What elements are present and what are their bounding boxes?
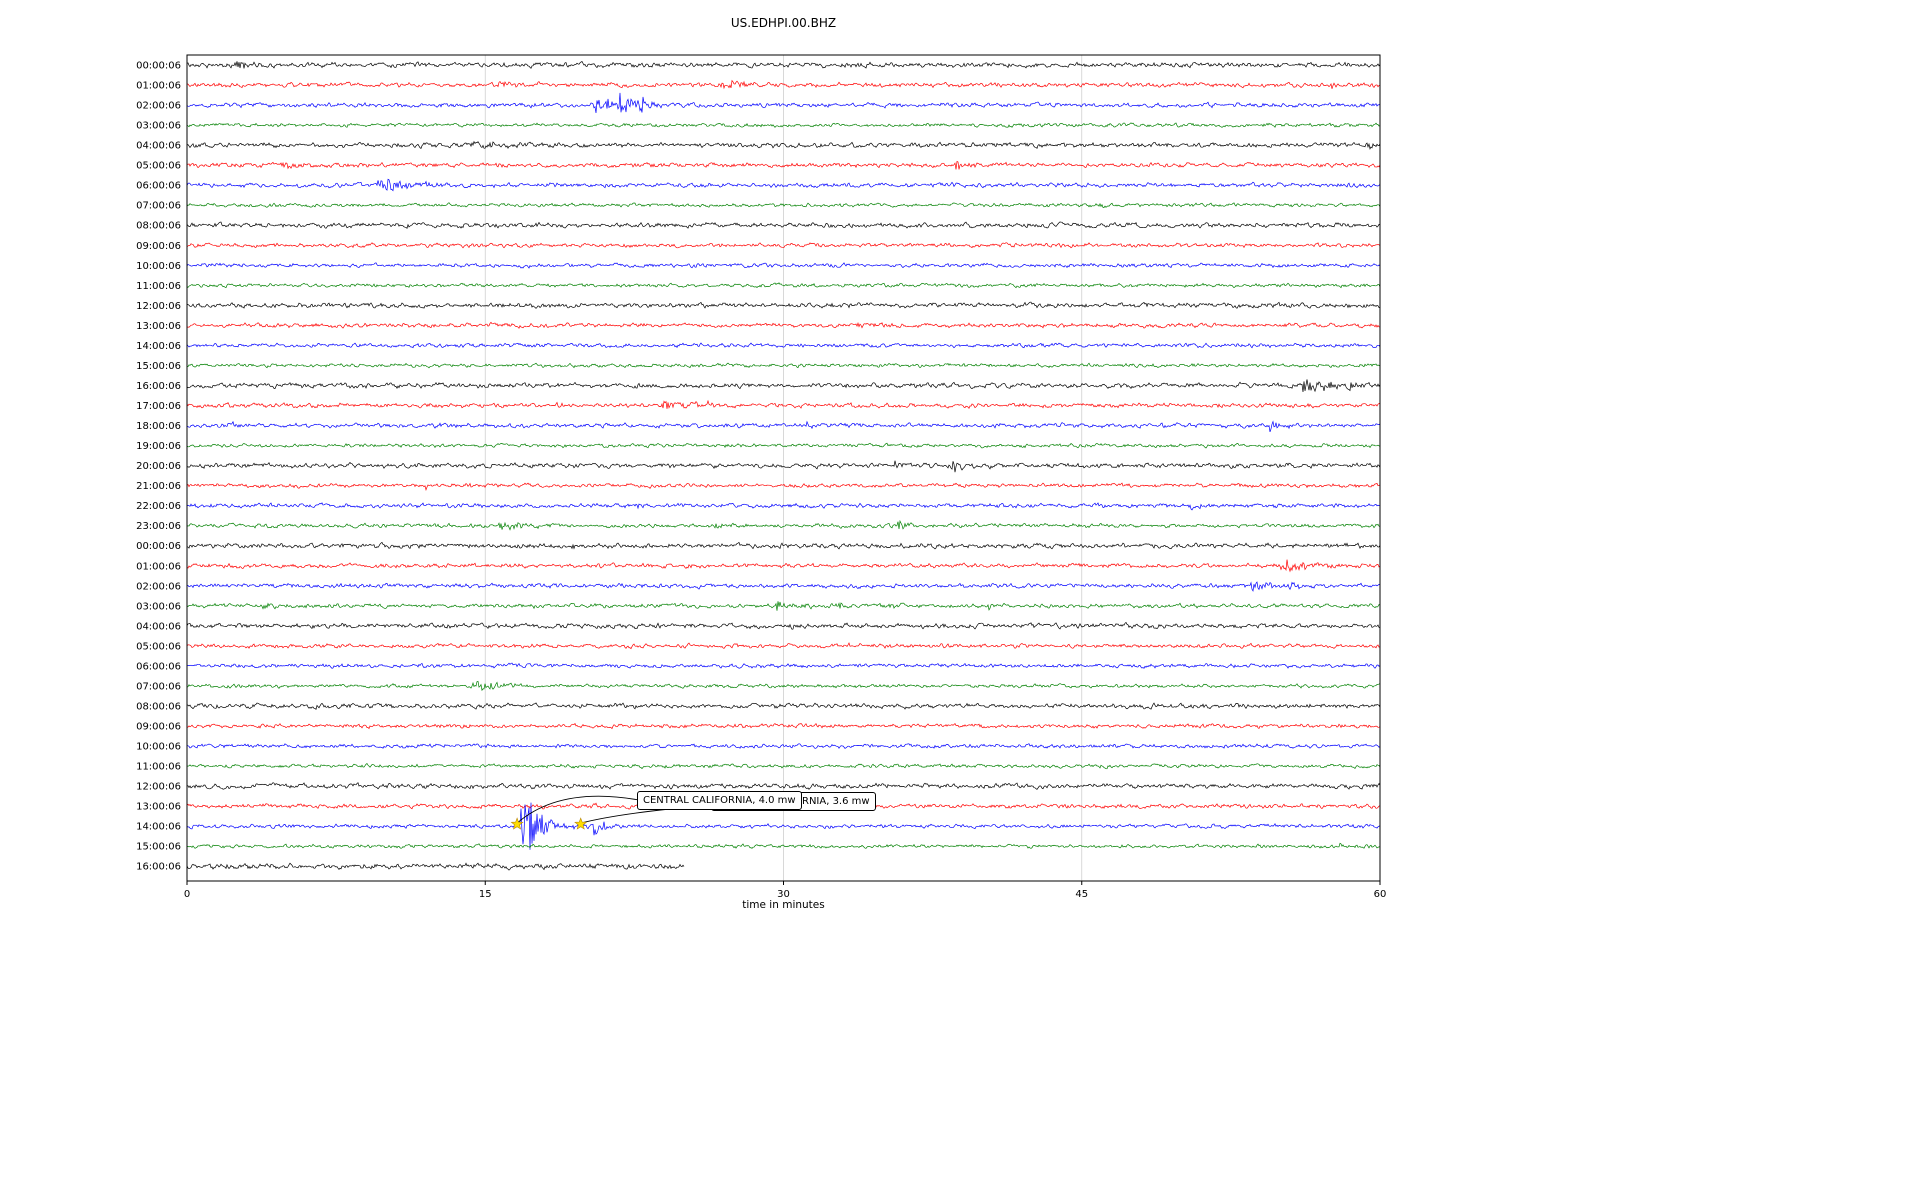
trace-row-16 xyxy=(186,379,1381,393)
y-axis-label: 05:00:06 xyxy=(136,161,181,172)
y-axis-label: 08:00:06 xyxy=(136,221,181,232)
y-axis-label: 04:00:06 xyxy=(136,141,181,152)
trace-row-28 xyxy=(186,621,1381,630)
trace-row-12 xyxy=(186,301,1381,309)
trace-row-24 xyxy=(186,541,1381,550)
y-axis-label: 02:00:06 xyxy=(136,581,181,592)
trace-row-0 xyxy=(186,61,1381,69)
trace-row-19 xyxy=(186,442,1381,449)
y-axis-label: 00:00:06 xyxy=(136,541,181,552)
trace-row-7 xyxy=(186,202,1381,208)
trace-row-18 xyxy=(186,420,1381,433)
trace-row-9 xyxy=(186,242,1381,249)
x-tick-label: 60 xyxy=(1374,889,1387,900)
y-axis-label: 06:00:06 xyxy=(136,661,181,672)
y-axis-label: 15:00:06 xyxy=(136,361,181,372)
trace-row-34 xyxy=(186,743,1381,749)
y-axis-label: 22:00:06 xyxy=(136,501,181,512)
trace-row-4 xyxy=(186,140,1381,150)
y-axis-label: 14:00:06 xyxy=(136,822,181,833)
trace-row-13 xyxy=(186,321,1381,329)
y-axis-label: 16:00:06 xyxy=(136,381,181,392)
x-tick-label: 15 xyxy=(479,889,492,900)
y-axis-label: 01:00:06 xyxy=(136,81,181,92)
trace-row-6 xyxy=(186,178,1381,192)
y-axis-label: 15:00:06 xyxy=(136,842,181,853)
trace-row-23 xyxy=(186,519,1381,531)
trace-row-8 xyxy=(186,221,1381,229)
y-axis-label: 03:00:06 xyxy=(136,121,181,132)
trace-row-40 xyxy=(186,862,685,871)
y-axis-label: 11:00:06 xyxy=(136,281,181,292)
y-axis-label: 09:00:06 xyxy=(136,241,181,252)
trace-row-30 xyxy=(186,662,1381,669)
figure-title: US.EDHPI.00.BHZ xyxy=(730,16,837,30)
y-axis-label: 16:00:06 xyxy=(136,862,181,873)
annotation-leader-1 xyxy=(516,795,640,824)
y-axis-label: 17:00:06 xyxy=(136,401,181,412)
trace-row-11 xyxy=(186,282,1381,289)
y-axis-label: 23:00:06 xyxy=(136,521,181,532)
trace-row-39 xyxy=(186,842,1380,849)
trace-row-27 xyxy=(186,601,1381,611)
trace-row-22 xyxy=(186,502,1381,511)
trace-row-1 xyxy=(186,79,1381,90)
trace-row-32 xyxy=(186,702,1381,711)
y-axis-label: 20:00:06 xyxy=(136,461,181,472)
event-annotation-primary: CENTRAL CALIFORNIA, 4.0 mw xyxy=(637,791,802,810)
y-axis-label: 07:00:06 xyxy=(136,681,181,692)
trace-row-10 xyxy=(186,262,1381,269)
trace-row-5 xyxy=(186,160,1381,170)
y-axis-label: 10:00:06 xyxy=(136,742,181,753)
trace-row-29 xyxy=(186,642,1381,650)
y-axis-label: 12:00:06 xyxy=(136,782,181,793)
trace-row-26 xyxy=(186,581,1381,592)
y-axis-label: 13:00:06 xyxy=(136,802,181,813)
x-tick-label: 0 xyxy=(184,889,190,900)
y-axis-label: 11:00:06 xyxy=(136,762,181,773)
trace-row-15 xyxy=(186,362,1381,369)
y-axis-label: 10:00:06 xyxy=(136,261,181,272)
y-axis-label: 07:00:06 xyxy=(136,201,181,212)
trace-row-33 xyxy=(187,722,1381,730)
y-axis-label: 13:00:06 xyxy=(136,321,181,332)
y-axis-label: 12:00:06 xyxy=(136,301,181,312)
trace-row-14 xyxy=(186,342,1381,349)
trace-row-21 xyxy=(186,482,1381,491)
x-axis-label: time in minutes xyxy=(742,899,825,911)
y-axis-label: 08:00:06 xyxy=(136,701,181,712)
trace-row-36 xyxy=(186,782,1381,790)
y-axis-label: 14:00:06 xyxy=(136,341,181,352)
trace-row-25 xyxy=(186,559,1381,573)
y-axis-label: 02:00:06 xyxy=(136,101,181,112)
y-axis-label: 21:00:06 xyxy=(136,481,181,492)
trace-row-3 xyxy=(186,122,1381,128)
event-star-icon xyxy=(574,817,588,830)
y-axis-label: 18:00:06 xyxy=(136,421,181,432)
y-axis-label: 09:00:06 xyxy=(136,721,181,732)
y-axis-label: 05:00:06 xyxy=(136,641,181,652)
y-axis-label: 19:00:06 xyxy=(136,441,181,452)
trace-row-38 xyxy=(186,802,1381,850)
trace-row-17 xyxy=(186,399,1381,409)
y-axis-label: 04:00:06 xyxy=(136,621,181,632)
trace-row-35 xyxy=(187,762,1381,770)
y-axis-label: 06:00:06 xyxy=(136,181,181,192)
trace-row-20 xyxy=(186,460,1381,473)
trace-row-31 xyxy=(186,680,1381,692)
y-axis-label: 00:00:06 xyxy=(136,61,181,72)
y-axis-label: 03:00:06 xyxy=(136,601,181,612)
x-tick-label: 45 xyxy=(1075,889,1088,900)
x-tick-label: 30 xyxy=(777,889,790,900)
y-axis-label: 01:00:06 xyxy=(136,561,181,572)
event-star-icon xyxy=(510,817,524,830)
trace-row-2 xyxy=(186,92,1381,114)
